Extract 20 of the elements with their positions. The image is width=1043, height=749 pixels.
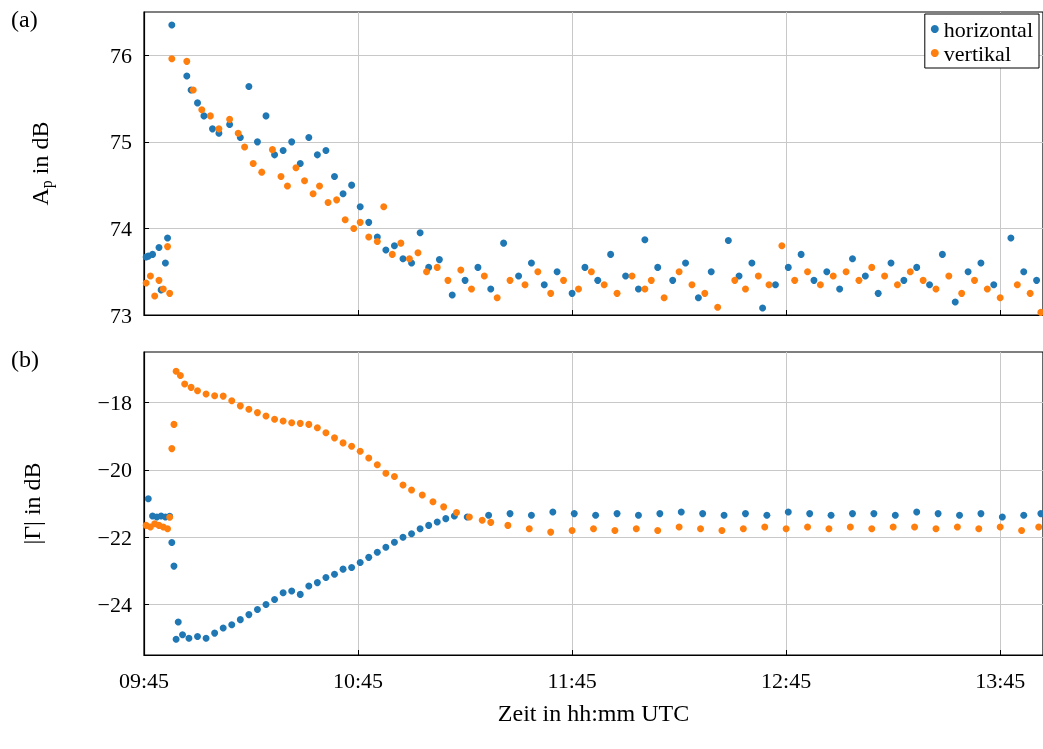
y-tick-label: 74	[110, 215, 132, 241]
x-tick-label: 13:45	[975, 667, 1026, 693]
y-tick-label: −24	[97, 592, 132, 617]
y-tick-label: −20	[97, 457, 132, 483]
legend-label: horizontal	[943, 16, 1034, 42]
x-tick-label: 10:45	[332, 667, 384, 693]
y-tick-label: 76	[110, 42, 132, 68]
y-axis-title: |Γ| in dB	[19, 462, 45, 545]
y-tick-label: −18	[97, 390, 132, 415]
y-tick-label: −22	[97, 524, 132, 550]
x-axis-title: Zeit in hh:mm UTC	[497, 700, 690, 726]
y-tick-label: 73	[110, 302, 132, 328]
y-axis-title: Ap in dB	[27, 121, 56, 206]
chart-title: (a)	[11, 6, 38, 32]
chart-title: (b)	[11, 346, 39, 372]
legend-label: vertikal	[943, 40, 1012, 66]
x-tick-label: 12:45	[761, 667, 812, 693]
x-tick-label: 11:45	[547, 667, 597, 693]
x-tick-label: 09:45	[118, 667, 170, 693]
y-tick-label: 75	[110, 129, 132, 155]
